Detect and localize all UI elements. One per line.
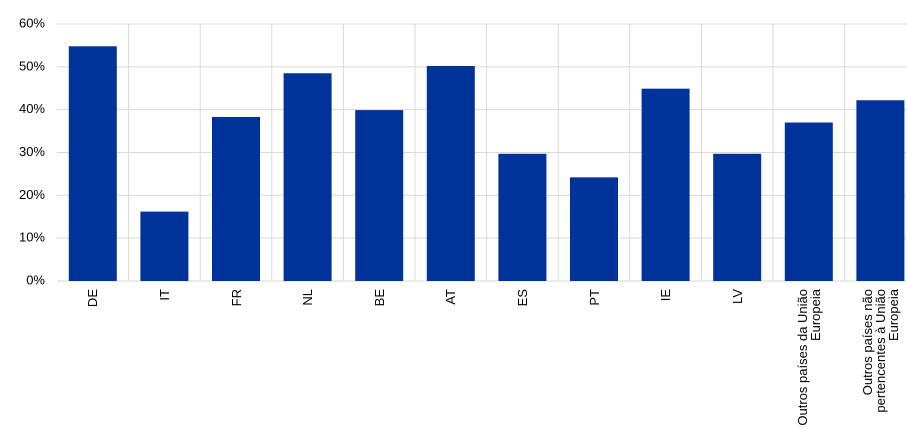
x-tick-label: AT bbox=[443, 289, 459, 305]
y-tick-label: 50% bbox=[19, 58, 45, 73]
x-tick-label: NL bbox=[300, 289, 316, 306]
bar bbox=[498, 153, 547, 281]
bar bbox=[355, 110, 404, 281]
bar bbox=[713, 153, 762, 281]
bar bbox=[641, 88, 690, 281]
bar bbox=[570, 177, 618, 281]
x-tick-label: PT bbox=[586, 289, 602, 306]
y-tick-label: 60% bbox=[19, 15, 45, 30]
y-tick-label: 30% bbox=[19, 144, 45, 159]
x-tick-label: ES bbox=[514, 289, 530, 307]
x-tick-label: FR bbox=[228, 289, 244, 307]
x-tick-label: LV bbox=[729, 289, 745, 304]
x-tick-label: IE bbox=[658, 289, 674, 302]
bar bbox=[140, 211, 189, 281]
bar bbox=[283, 73, 332, 281]
y-tick-label: 20% bbox=[19, 187, 45, 202]
bar bbox=[856, 100, 905, 281]
bar bbox=[212, 116, 260, 281]
bar bbox=[68, 46, 117, 282]
x-tick-label: IT bbox=[156, 289, 172, 301]
y-tick-label: 40% bbox=[19, 101, 45, 116]
y-tick-label: 0% bbox=[26, 272, 45, 287]
x-tick-label: Outros países não pertencentes à União E… bbox=[859, 289, 901, 413]
x-tick-label: BE bbox=[371, 289, 387, 307]
x-tick-label: Outros países da União Europeia bbox=[794, 289, 823, 426]
bar bbox=[784, 122, 833, 282]
bar bbox=[426, 65, 475, 281]
x-tick-label: DE bbox=[85, 289, 101, 308]
y-tick-label: 10% bbox=[19, 230, 45, 245]
